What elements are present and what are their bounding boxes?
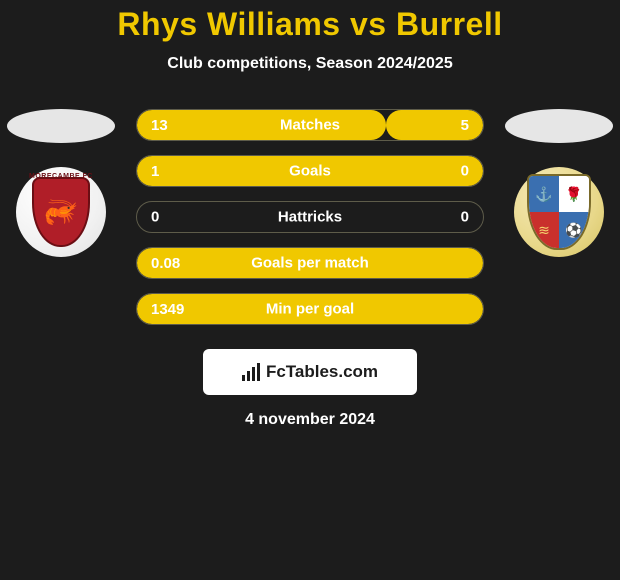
bar-chart-icon bbox=[242, 363, 260, 381]
quarter-icon: 🌹 bbox=[559, 176, 589, 212]
stat-left-bar: 13 bbox=[137, 110, 386, 140]
stat-row: 1349 Min per goal bbox=[136, 293, 484, 325]
brand-text: FcTables.com bbox=[266, 362, 378, 382]
stat-right-value: 0 bbox=[461, 209, 469, 226]
right-club-crest: ⚓ 🌹 ≋ ⚽ bbox=[514, 167, 604, 257]
stat-label: Matches bbox=[280, 117, 340, 134]
stat-row: 0 0 Hattricks bbox=[136, 201, 484, 233]
shrimp-icon: 🦐 bbox=[44, 198, 79, 226]
stat-label: Min per goal bbox=[266, 301, 354, 318]
stats-panel: 13 5 Matches 1 0 Goals 0 0 Hattricks 0.08 Goals pe… bbox=[136, 109, 484, 339]
left-club-crest: MORECAMBE FC 🦐 bbox=[16, 167, 106, 257]
quarter-icon: ⚓ bbox=[529, 176, 559, 212]
right-player-placeholder-oval bbox=[505, 109, 613, 143]
stat-left-value: 1349 bbox=[151, 301, 184, 318]
stat-label: Goals bbox=[289, 163, 331, 180]
comparison-card: Rhys Williams vs Burrell Club competitio… bbox=[0, 0, 620, 429]
stat-label: Hattricks bbox=[278, 209, 342, 226]
crest-quartered-shield: ⚓ 🌹 ≋ ⚽ bbox=[527, 174, 591, 250]
right-player-column: ⚓ 🌹 ≋ ⚽ bbox=[504, 109, 614, 257]
left-player-column: MORECAMBE FC 🦐 bbox=[6, 109, 116, 257]
stat-row: 13 5 Matches bbox=[136, 109, 484, 141]
stat-right-value: 0 bbox=[461, 163, 469, 180]
stat-left-value: 1 bbox=[151, 163, 159, 180]
crest-shield: 🦐 bbox=[32, 177, 90, 247]
stat-row: 0.08 Goals per match bbox=[136, 247, 484, 279]
stat-left-value: 13 bbox=[151, 117, 168, 134]
stat-left-value: 0.08 bbox=[151, 255, 180, 272]
stat-left-value: 0 bbox=[151, 209, 159, 226]
date-label: 4 november 2024 bbox=[0, 411, 620, 429]
stat-right-value: 5 bbox=[461, 117, 469, 134]
page-title: Rhys Williams vs Burrell bbox=[0, 6, 620, 43]
stat-right-bar: 5 bbox=[386, 110, 483, 140]
stat-label: Goals per match bbox=[251, 255, 369, 272]
brand-badge[interactable]: FcTables.com bbox=[203, 349, 417, 395]
stat-row: 1 0 Goals bbox=[136, 155, 484, 187]
quarter-icon: ≋ bbox=[529, 212, 559, 248]
quarter-icon: ⚽ bbox=[559, 212, 589, 248]
subtitle: Club competitions, Season 2024/2025 bbox=[0, 55, 620, 73]
left-player-placeholder-oval bbox=[7, 109, 115, 143]
content-row: MORECAMBE FC 🦐 13 5 Matches 1 0 Goals 0 0 Hattri… bbox=[0, 109, 620, 339]
